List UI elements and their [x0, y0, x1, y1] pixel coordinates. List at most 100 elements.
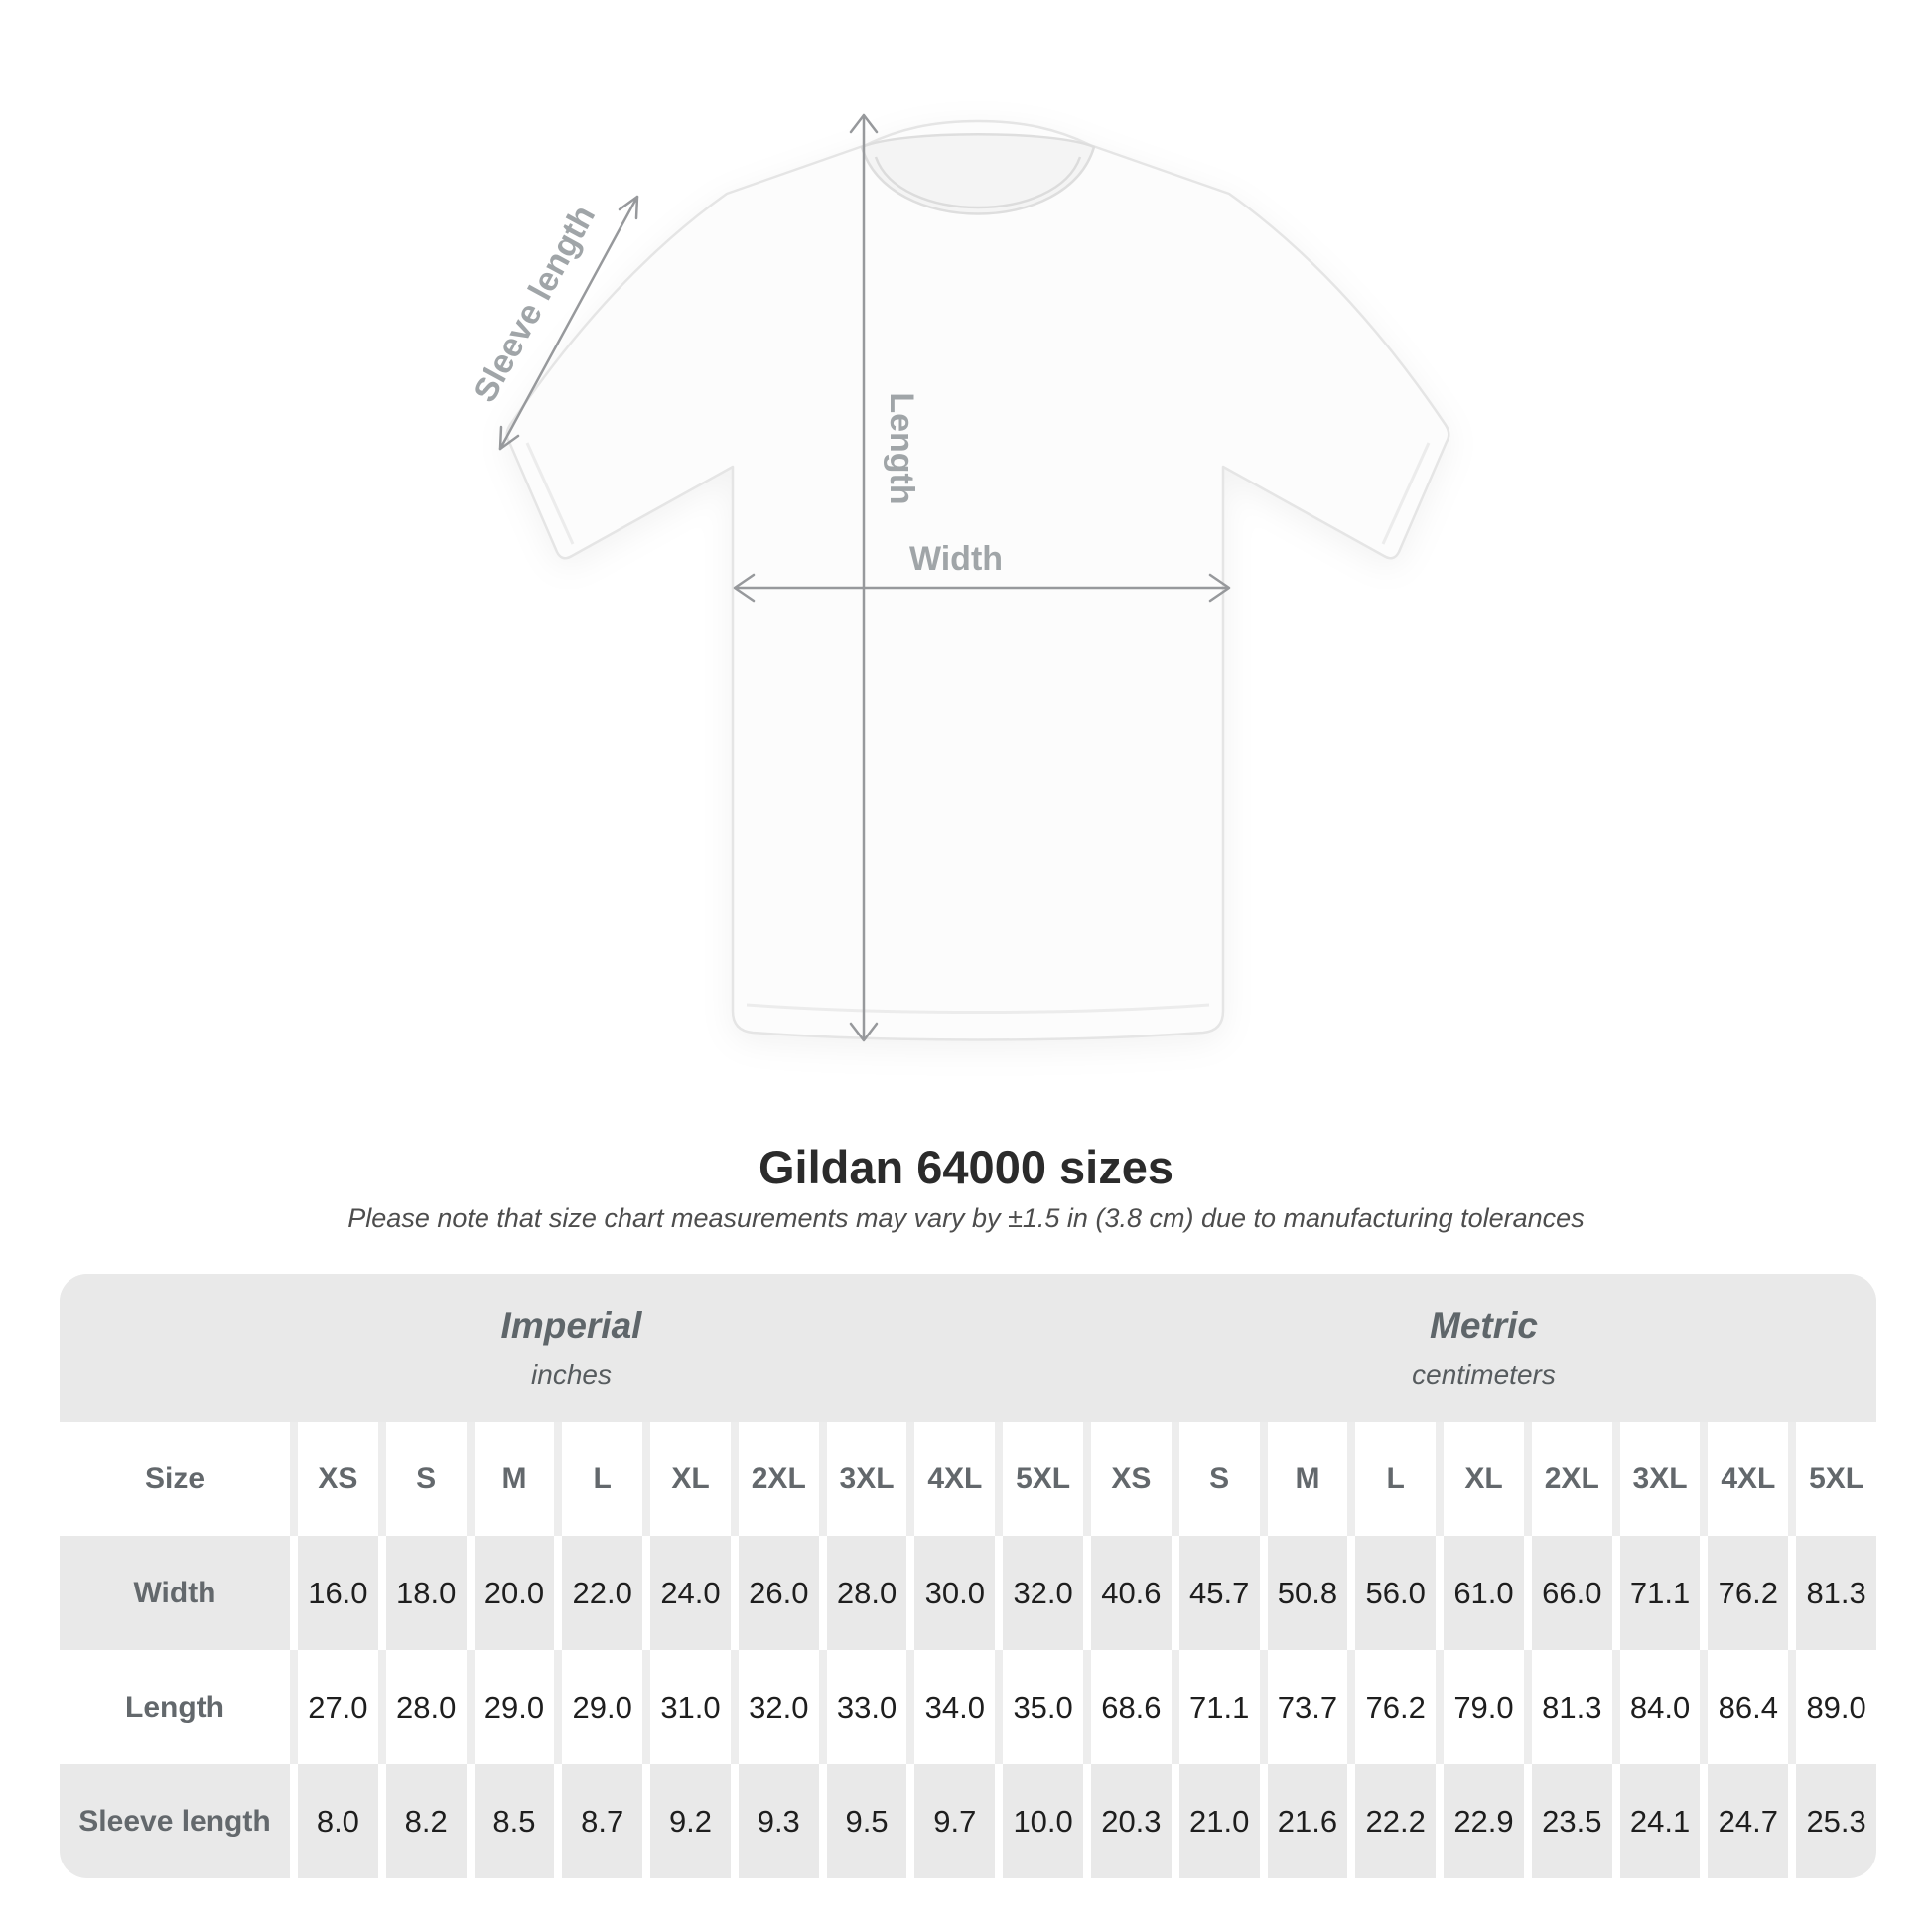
size-col-header-imperial: 3XL [826, 1422, 907, 1536]
size-col-header-imperial: L [562, 1422, 643, 1536]
tshirt-collar-opening [860, 133, 1096, 215]
metric-section-header: Metric centimeters [1091, 1274, 1876, 1422]
width-arrow [733, 573, 1231, 603]
table-cell: 81.3 [1796, 1536, 1876, 1650]
table-cell: 22.9 [1444, 1764, 1524, 1878]
table-cell: 81.3 [1531, 1650, 1612, 1764]
table-cell: 29.0 [474, 1650, 555, 1764]
table-cell: 27.0 [298, 1650, 378, 1764]
table-cell: 30.0 [914, 1536, 996, 1650]
table-cell: 73.7 [1267, 1650, 1348, 1764]
table-row-length: Length 27.0 28.0 29.0 29.0 31.0 32.0 33.… [60, 1650, 1876, 1764]
table-cell: 68.6 [1091, 1650, 1172, 1764]
table-cell: 24.0 [650, 1536, 731, 1650]
table-cell: 33.0 [826, 1650, 907, 1764]
table-cell: 20.3 [1091, 1764, 1172, 1878]
table-cell: 31.0 [650, 1650, 731, 1764]
table-cell: 56.0 [1355, 1536, 1437, 1650]
table-cell: 71.1 [1178, 1650, 1260, 1764]
tshirt-right-sleeve-stitch [1381, 442, 1431, 545]
measurement-arrows [498, 113, 1231, 1042]
tshirt-measurement-diagram: Sleeve length Length Width [466, 113, 1450, 1042]
table-cell: 8.7 [562, 1764, 643, 1878]
table-cell: 8.5 [474, 1764, 555, 1878]
size-col-header-imperial: XL [650, 1422, 731, 1536]
table-cell: 71.1 [1619, 1536, 1701, 1650]
size-col-header-imperial: XS [298, 1422, 378, 1536]
table-cell: 34.0 [914, 1650, 996, 1764]
table-cell: 45.7 [1178, 1536, 1260, 1650]
row-label-length: Length [60, 1650, 290, 1764]
width-label: Width [909, 540, 1003, 578]
size-col-header-metric: XS [1091, 1422, 1172, 1536]
table-cell: 76.2 [1708, 1536, 1789, 1650]
table-cell: 79.0 [1444, 1650, 1524, 1764]
imperial-section-unit: inches [531, 1358, 612, 1390]
size-col-header-metric: 4XL [1708, 1422, 1789, 1536]
table-cell: 25.3 [1796, 1764, 1876, 1878]
table-cell: 50.8 [1267, 1536, 1348, 1650]
table-cell: 89.0 [1796, 1650, 1876, 1764]
table-cell: 21.0 [1178, 1764, 1260, 1878]
tolerance-note: Please note that size chart measurements… [347, 1203, 1585, 1233]
table-cell: 21.6 [1267, 1764, 1348, 1878]
size-header-label: Size [60, 1422, 290, 1536]
tshirt-hem-stitch [746, 1003, 1210, 1014]
table-cell: 9.2 [650, 1764, 731, 1878]
size-col-header-metric: XL [1444, 1422, 1524, 1536]
table-cell: 61.0 [1444, 1536, 1524, 1650]
size-col-header-imperial: 4XL [914, 1422, 996, 1536]
table-cell: 9.3 [738, 1764, 819, 1878]
size-col-header-imperial: 2XL [738, 1422, 819, 1536]
table-cell: 32.0 [1003, 1536, 1083, 1650]
size-col-header-imperial: 5XL [1003, 1422, 1083, 1536]
length-arrow [849, 113, 879, 1042]
table-cell: 29.0 [562, 1650, 643, 1764]
tshirt-body-path [505, 119, 1450, 1041]
table-cell: 20.0 [474, 1536, 555, 1650]
table-cell: 10.0 [1003, 1764, 1083, 1878]
table-cell: 8.2 [385, 1764, 467, 1878]
size-col-header-metric: 2XL [1531, 1422, 1612, 1536]
row-label-width: Width [60, 1536, 290, 1650]
size-col-header-imperial: S [385, 1422, 467, 1536]
table-cell: 32.0 [738, 1650, 819, 1764]
tshirt-left-sleeve-stitch [525, 442, 575, 545]
row-label-sleeve-length: Sleeve length [60, 1764, 290, 1878]
size-col-header-metric: S [1178, 1422, 1260, 1536]
table-cell: 16.0 [298, 1536, 378, 1650]
table-cell: 86.4 [1708, 1650, 1789, 1764]
table-cell: 28.0 [826, 1536, 907, 1650]
table-cell: 84.0 [1619, 1650, 1701, 1764]
table-cell: 35.0 [1003, 1650, 1083, 1764]
table-cell: 40.6 [1091, 1536, 1172, 1650]
tshirt-collar-ribbing [874, 156, 1082, 209]
sleeve-length-arrow [498, 195, 639, 451]
tshirt-illustration [505, 119, 1450, 1041]
table-cell: 23.5 [1531, 1764, 1612, 1878]
table-cell: 22.2 [1355, 1764, 1437, 1878]
table-row-sleeve-length: Sleeve length 8.0 8.2 8.5 8.7 9.2 9.3 9.… [60, 1764, 1876, 1878]
table-cell: 9.5 [826, 1764, 907, 1878]
size-col-header-metric: 3XL [1619, 1422, 1701, 1536]
size-col-header-imperial: M [474, 1422, 555, 1536]
table-cell: 28.0 [385, 1650, 467, 1764]
metric-section-unit: centimeters [1412, 1358, 1556, 1390]
table-cell: 18.0 [385, 1536, 467, 1650]
table-cell: 24.7 [1708, 1764, 1789, 1878]
table-cell: 8.0 [298, 1764, 378, 1878]
table-cell: 9.7 [914, 1764, 996, 1878]
table-row-width: Width 16.0 18.0 20.0 22.0 24.0 26.0 28.0… [60, 1536, 1876, 1650]
length-label: Length [883, 392, 920, 504]
table-cell: 76.2 [1355, 1650, 1437, 1764]
table-cell: 66.0 [1531, 1536, 1612, 1650]
page-title: Gildan 64000 sizes [758, 1141, 1174, 1193]
table-cell: 24.1 [1619, 1764, 1701, 1878]
metric-section-title: Metric [1430, 1305, 1538, 1346]
unit-header-row: Imperial inches Metric centimeters [60, 1274, 1876, 1422]
imperial-section-title: Imperial [500, 1305, 642, 1346]
size-header-row: Size XS S M L XL 2XL 3XL 4XL 5XL XS S M … [60, 1422, 1876, 1536]
table-cell: 26.0 [738, 1536, 819, 1650]
table-cell: 22.0 [562, 1536, 643, 1650]
